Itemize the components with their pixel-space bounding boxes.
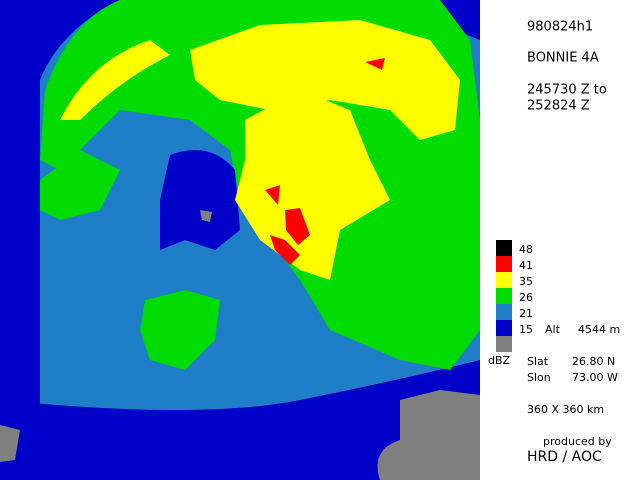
legend-swatch — [496, 320, 512, 336]
credit-line1: produced by — [543, 435, 612, 448]
legend-unit: dBZ — [488, 354, 511, 367]
storm-name: BONNIE 4A — [527, 51, 599, 66]
legend-label: 15 — [519, 323, 533, 336]
legend-swatch — [496, 256, 512, 272]
slon-value: 73.00 W — [572, 371, 618, 384]
legend-swatch — [496, 240, 512, 256]
credit-line2: HRD / AOC — [527, 449, 602, 465]
legend-swatch — [496, 288, 512, 304]
alt-label: Alt — [545, 323, 561, 336]
domain-size: 360 X 360 km — [527, 403, 604, 416]
legend-swatch — [496, 272, 512, 288]
legend-label: 48 — [519, 243, 533, 256]
legend-label: 21 — [519, 307, 533, 320]
time-from: 245730 Z to — [527, 83, 607, 98]
time-to: 252824 Z — [527, 99, 590, 114]
slon-label: Slon — [527, 371, 551, 384]
legend-swatch — [496, 304, 512, 320]
legend: 48 41 35 26 21 15 — [496, 240, 533, 352]
slat-value: 26.80 N — [572, 355, 615, 368]
slat-label: Slat — [527, 355, 549, 368]
legend-label: 41 — [519, 259, 533, 272]
radar-image — [0, 0, 480, 480]
scan-id: 980824h1 — [527, 20, 593, 35]
legend-swatch — [496, 336, 512, 352]
legend-label: 26 — [519, 291, 533, 304]
alt-value: 4544 m — [578, 323, 620, 336]
legend-label: 35 — [519, 275, 533, 288]
